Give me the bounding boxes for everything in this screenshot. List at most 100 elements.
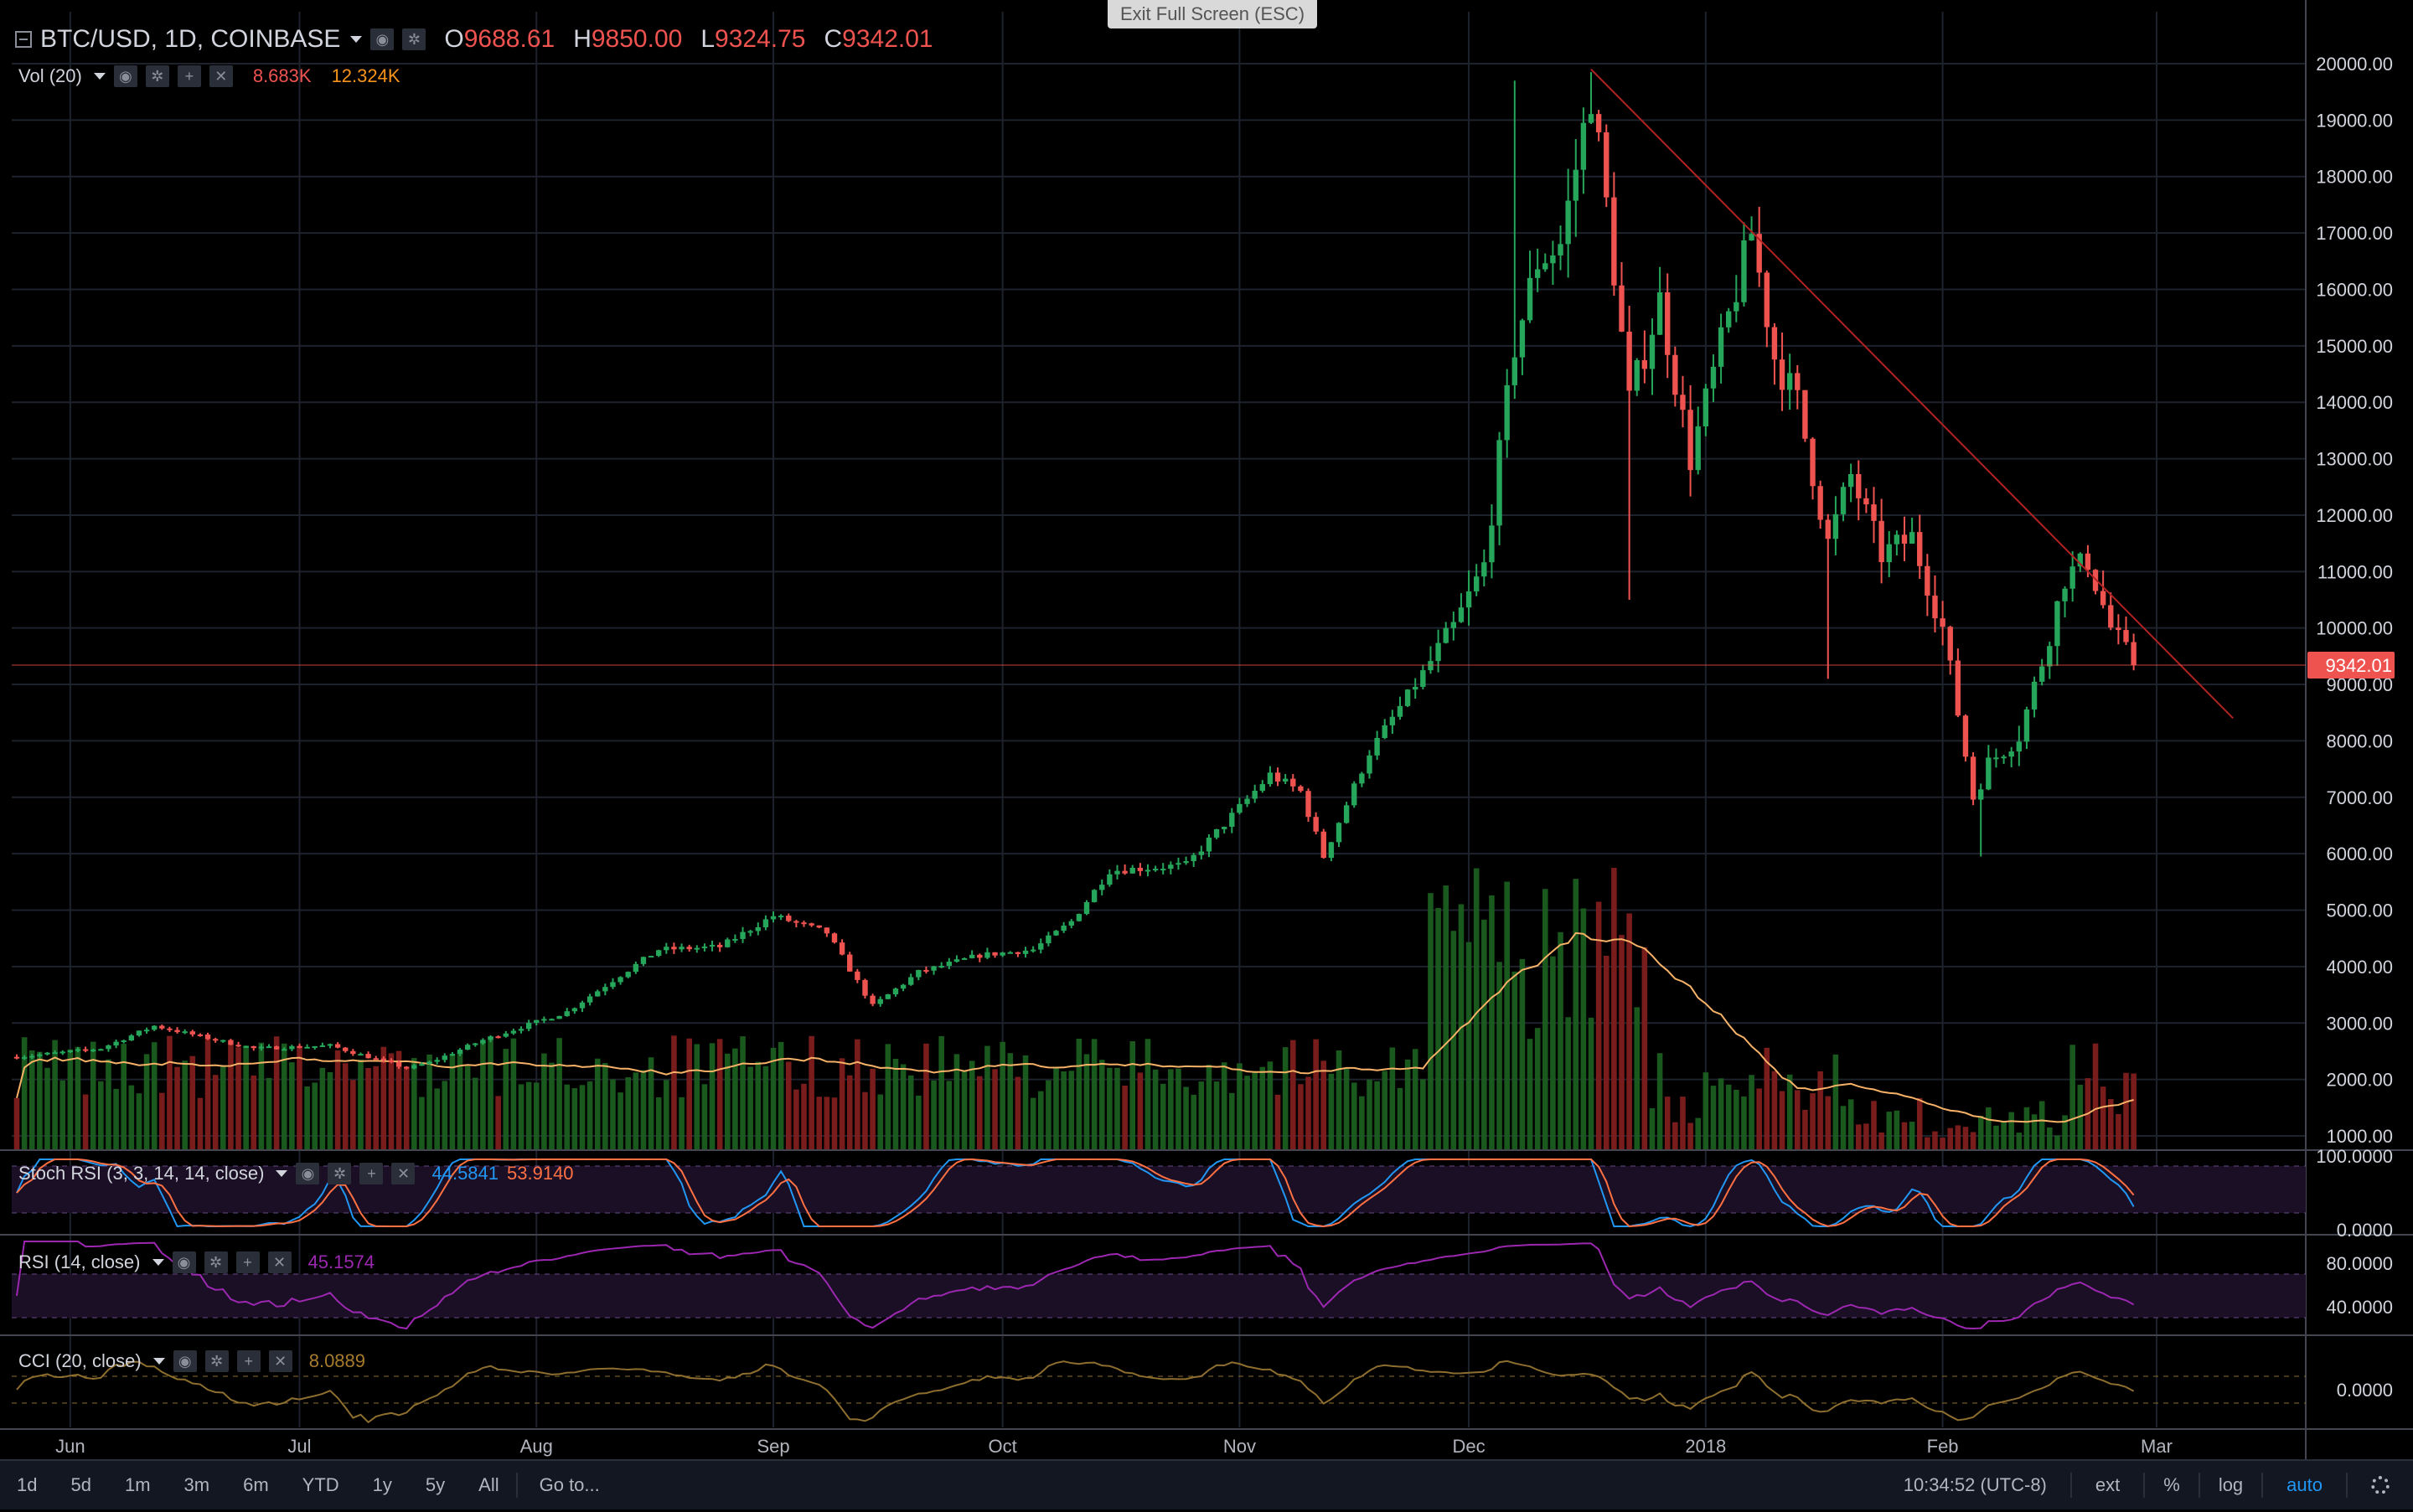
candle-body[interactable] — [816, 925, 822, 928]
candle-body[interactable] — [174, 1030, 180, 1033]
candle-body[interactable] — [1604, 132, 1610, 198]
candle-body[interactable] — [273, 1046, 280, 1050]
candle-body[interactable] — [1840, 487, 1847, 514]
candle-body[interactable] — [701, 946, 708, 948]
candle-body[interactable] — [931, 966, 937, 971]
candle-body[interactable] — [770, 916, 777, 920]
close-icon[interactable]: ✕ — [268, 1350, 292, 1372]
candle-body[interactable] — [1374, 737, 1380, 756]
candle-body[interactable] — [1359, 773, 1365, 784]
candle-body[interactable] — [716, 944, 723, 947]
candle-body[interactable] — [862, 979, 868, 996]
candle-body[interactable] — [1076, 914, 1082, 921]
candle-body[interactable] — [1114, 870, 1120, 875]
candle-body[interactable] — [793, 921, 799, 923]
stoch-rsi-label[interactable]: Stoch RSI (3, 3, 14, 14, close) — [18, 1163, 265, 1184]
candle-body[interactable] — [2085, 553, 2091, 570]
candle-body[interactable] — [297, 1045, 302, 1048]
exit-fullscreen-button[interactable]: Exit Full Screen (ESC) — [1108, 0, 1317, 28]
candle-body[interactable] — [1413, 686, 1418, 690]
candle-body[interactable] — [426, 1061, 432, 1065]
range-button-1d[interactable]: 1d — [17, 1474, 38, 1495]
candle-body[interactable] — [358, 1054, 364, 1056]
candle-body[interactable] — [1786, 373, 1793, 390]
candle-body[interactable] — [1175, 863, 1181, 865]
candle-body[interactable] — [1634, 360, 1640, 391]
candle-body[interactable] — [82, 1049, 89, 1051]
candle-body[interactable] — [113, 1041, 119, 1046]
candle-body[interactable] — [1641, 360, 1648, 369]
candle-body[interactable] — [617, 977, 623, 983]
candle-body[interactable] — [380, 1058, 387, 1060]
candle-body[interactable] — [1351, 783, 1357, 806]
candle-body[interactable] — [312, 1045, 318, 1048]
candle-body[interactable] — [1458, 607, 1465, 622]
candle-body[interactable] — [1947, 627, 1953, 661]
candle-body[interactable] — [1710, 366, 1717, 389]
candle-body[interactable] — [1978, 789, 1984, 800]
chevron-down-icon[interactable] — [276, 1170, 288, 1177]
goto-button[interactable]: Go to... — [539, 1474, 600, 1495]
candle-body[interactable] — [212, 1039, 219, 1041]
candle-body[interactable] — [319, 1045, 326, 1047]
settings-icon[interactable]: ✲ — [204, 1350, 229, 1372]
candle-body[interactable] — [1665, 292, 1671, 355]
candle-body[interactable] — [266, 1046, 272, 1049]
candle-body[interactable] — [2131, 642, 2137, 666]
candle-body[interactable] — [1656, 292, 1663, 335]
candle-body[interactable] — [304, 1046, 310, 1049]
visibility-icon[interactable]: ◉ — [172, 1251, 196, 1273]
candle-body[interactable] — [1343, 805, 1350, 823]
candle-body[interactable] — [961, 957, 968, 960]
percent-toggle[interactable]: % — [2163, 1474, 2180, 1495]
candle-body[interactable] — [892, 988, 899, 995]
candle-body[interactable] — [1771, 327, 1778, 360]
candle-body[interactable] — [640, 957, 647, 964]
candle-body[interactable] — [740, 931, 746, 939]
candle-body[interactable] — [1894, 534, 1900, 544]
candle-body[interactable] — [1160, 869, 1166, 871]
chevron-down-icon[interactable] — [93, 73, 106, 80]
candle-body[interactable] — [419, 1064, 425, 1066]
candle-body[interactable] — [98, 1049, 104, 1051]
candle-body[interactable] — [525, 1023, 532, 1030]
candle-body[interactable] — [686, 947, 692, 950]
candle-body[interactable] — [1053, 931, 1059, 936]
candle-body[interactable] — [365, 1054, 371, 1059]
candle-body[interactable] — [2001, 756, 2007, 759]
candle-body[interactable] — [282, 1049, 287, 1051]
candle-body[interactable] — [29, 1055, 35, 1058]
candle-body[interactable] — [1756, 234, 1762, 273]
candle-body[interactable] — [732, 938, 738, 941]
settings-icon[interactable]: ✲ — [145, 65, 169, 87]
candle-body[interactable] — [495, 1036, 501, 1039]
candle-body[interactable] — [1168, 864, 1174, 870]
symbol-selector[interactable]: BTC/USD, 1D, COINBASE — [40, 25, 363, 54]
trendline[interactable] — [1590, 69, 2234, 720]
candle-body[interactable] — [824, 927, 830, 934]
candle-body[interactable] — [2069, 566, 2075, 589]
candle-body[interactable] — [334, 1044, 341, 1048]
candle-body[interactable] — [37, 1054, 43, 1056]
collapse-icon[interactable] — [15, 31, 32, 48]
candle-body[interactable] — [1206, 837, 1212, 852]
candle-body[interactable] — [258, 1046, 265, 1049]
candle-body[interactable] — [67, 1050, 74, 1052]
candle-body[interactable] — [610, 982, 616, 988]
candle-body[interactable] — [388, 1060, 395, 1063]
candle-body[interactable] — [1764, 272, 1770, 328]
candle-body[interactable] — [1749, 234, 1754, 240]
candle-body[interactable] — [220, 1040, 226, 1042]
candle-body[interactable] — [1107, 874, 1113, 885]
candle-body[interactable] — [1534, 269, 1541, 278]
candle-body[interactable] — [1099, 885, 1105, 890]
candle-body[interactable] — [839, 942, 845, 955]
candle-body[interactable] — [1847, 473, 1854, 488]
candle-body[interactable] — [2054, 601, 2060, 647]
candle-body[interactable] — [44, 1052, 50, 1055]
add-icon[interactable]: + — [236, 1350, 261, 1372]
candle-body[interactable] — [534, 1019, 540, 1024]
candle-body[interactable] — [762, 919, 769, 928]
visibility-icon[interactable]: ◉ — [173, 1350, 197, 1372]
candle-body[interactable] — [1901, 534, 1908, 544]
